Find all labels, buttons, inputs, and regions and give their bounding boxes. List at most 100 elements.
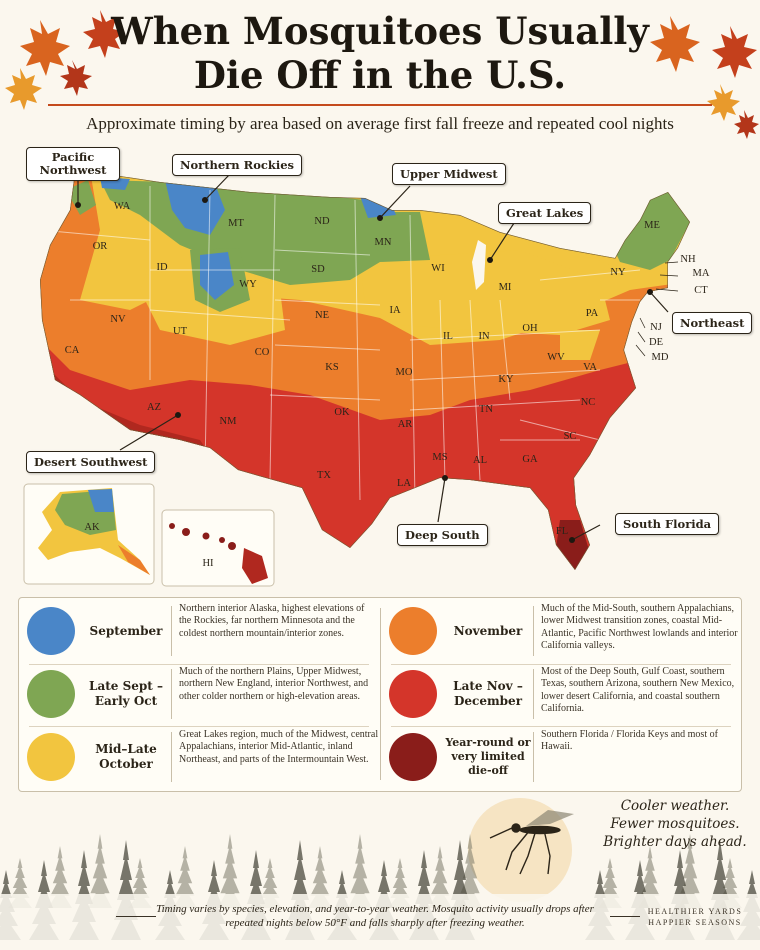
- state-label-az: AZ: [147, 402, 161, 413]
- callout-deep-south: Deep South: [397, 524, 488, 546]
- legend-description: Much of the northern Plains, Upper Midwe…: [179, 666, 369, 702]
- lake-michigan: [472, 240, 486, 290]
- state-label-de: DE: [649, 337, 663, 348]
- state-label-nh: NH: [680, 254, 696, 265]
- tagline-line: Fewer mosquitoes.: [610, 816, 740, 832]
- callout-northeast: Northeast: [672, 312, 753, 334]
- state-label-ks: KS: [325, 362, 339, 373]
- brand-line: HAPPIER SEASONS: [648, 918, 742, 927]
- callout-south-florida: South Florida: [615, 513, 720, 535]
- us-map: WA MT ND MN ME OR ID SD WI MI NY NH MA CT WY NE IA PA NJ DE…: [23, 172, 710, 587]
- legend-item-mid-late-october: Mid–Late October Great Lakes region, muc…: [19, 726, 379, 788]
- page-title-line-1: When Mosquitoes Usually: [111, 9, 649, 53]
- state-label-or: OR: [93, 241, 108, 252]
- tagline-line: Cooler weather.: [620, 798, 730, 814]
- page-subtitle: Approximate timing by area based on aver…: [86, 114, 674, 133]
- state-label-ms: MS: [432, 452, 447, 463]
- hawaii-shape: [169, 523, 268, 584]
- legend-column-divider: [380, 608, 381, 780]
- state-label-ct: CT: [694, 285, 708, 296]
- state-label-md: MD: [652, 352, 669, 363]
- state-label-nd: ND: [314, 216, 330, 227]
- state-label-mi: MI: [499, 282, 512, 293]
- state-label-nv: NV: [110, 314, 126, 325]
- state-label-nm: NM: [220, 416, 238, 427]
- legend-item-late-sept-early-oct: Late Sept – Early Oct Much of the northe…: [19, 663, 379, 725]
- state-label-ky: KY: [498, 374, 514, 385]
- maple-leaf-decoration: [650, 16, 759, 139]
- state-label-ma: MA: [693, 268, 710, 279]
- state-label-me: ME: [644, 220, 660, 231]
- legend-label: Mid–Late October: [95, 742, 157, 771]
- state-label-ia: IA: [389, 305, 400, 316]
- state-label-wa: WA: [114, 201, 131, 212]
- callout-desert-southwest: Desert Southwest: [26, 451, 156, 473]
- brand-tagline: HEALTHIER YARDS HAPPIER SEASONS: [640, 906, 750, 928]
- brand-line: HEALTHIER YARDS: [647, 907, 743, 916]
- mosquito-icon: [489, 810, 574, 875]
- state-label-ne: NE: [315, 310, 329, 321]
- state-label-al: AL: [473, 455, 487, 466]
- state-label-wi: WI: [431, 263, 445, 274]
- callout-great-lakes: Great Lakes: [498, 202, 592, 224]
- legend-description: Great Lakes region, much of the Midwest,…: [179, 729, 379, 765]
- state-label-ar: AR: [398, 419, 413, 430]
- state-label-tn: TN: [479, 404, 493, 415]
- legend-swatch: [389, 607, 437, 655]
- state-label-hi: HI: [202, 558, 214, 569]
- legend-swatch: [27, 733, 75, 781]
- tagline: Cooler weather. Fewer mosquitoes. Bright…: [590, 797, 760, 851]
- callout-upper-midwest: Upper Midwest: [392, 163, 506, 185]
- state-label-sc: SC: [564, 431, 577, 442]
- state-label-ca: CA: [65, 345, 80, 356]
- legend-description: Most of the Deep South, Gulf Coast, sout…: [541, 666, 735, 715]
- state-label-mo: MO: [396, 367, 413, 378]
- callout-leader-lines: [77, 173, 669, 541]
- legend: September Northern interior Alaska, high…: [18, 597, 742, 792]
- state-label-pa: PA: [586, 308, 599, 319]
- page-title-line-2: Die Off in the U.S.: [193, 53, 567, 97]
- legend-description: Southern Florida / Florida Keys and most…: [541, 729, 718, 753]
- state-label-in: IN: [478, 331, 489, 342]
- tagline-line: Brighter days ahead.: [603, 834, 747, 850]
- callout-pacific-northwest: Pacific Northwest: [26, 147, 120, 181]
- legend-description: Much of the Mid-South, southern Appalach…: [541, 603, 738, 652]
- state-label-wv: WV: [547, 352, 565, 363]
- state-label-va: VA: [583, 362, 597, 373]
- legend-label: Late Nov – December: [453, 679, 523, 708]
- state-label-mt: MT: [228, 218, 244, 229]
- state-label-ok: OK: [334, 407, 350, 418]
- state-labels: WA MT ND MN ME OR ID SD WI MI NY NH MA CT WY NE IA PA NJ DE…: [65, 201, 710, 569]
- state-label-ga: GA: [522, 454, 538, 465]
- state-label-il: IL: [443, 331, 453, 342]
- state-label-nj: NJ: [650, 322, 662, 333]
- state-label-sd: SD: [311, 264, 325, 275]
- legend-label: November: [453, 623, 523, 638]
- legend-swatch: [27, 607, 75, 655]
- state-label-id: ID: [156, 262, 167, 273]
- legend-item-late-nov-december: Late Nov – December Most of the Deep Sou…: [381, 663, 741, 725]
- maple-leaf-decoration: [5, 10, 125, 110]
- state-label-ut: UT: [173, 326, 188, 337]
- legend-label: Year-round or very limited die-off: [445, 736, 531, 777]
- state-label-fl: FL: [556, 526, 568, 537]
- state-label-co: CO: [255, 347, 270, 358]
- state-label-wy: WY: [239, 279, 257, 290]
- legend-label: Late Sept – Early Oct: [89, 679, 163, 708]
- legend-swatch: [389, 670, 437, 718]
- legend-label: September: [89, 623, 163, 638]
- state-label-ak: AK: [84, 522, 100, 533]
- legend-swatch: [27, 670, 75, 718]
- state-label-ny: NY: [610, 267, 626, 278]
- legend-description: Northern interior Alaska, highest elevat…: [179, 603, 365, 639]
- alaska-shape: [38, 488, 150, 575]
- state-label-mn: MN: [375, 237, 392, 248]
- footnote: Timing varies by species, elevation, and…: [156, 903, 594, 929]
- legend-item-year-round: Year-round or very limited die-off South…: [381, 726, 741, 788]
- state-label-nc: NC: [581, 397, 596, 408]
- forest-silhouette: [0, 798, 760, 950]
- state-label-la: LA: [397, 478, 411, 489]
- legend-swatch: [389, 733, 437, 781]
- title-divider: [48, 104, 712, 106]
- state-label-oh: OH: [522, 323, 538, 334]
